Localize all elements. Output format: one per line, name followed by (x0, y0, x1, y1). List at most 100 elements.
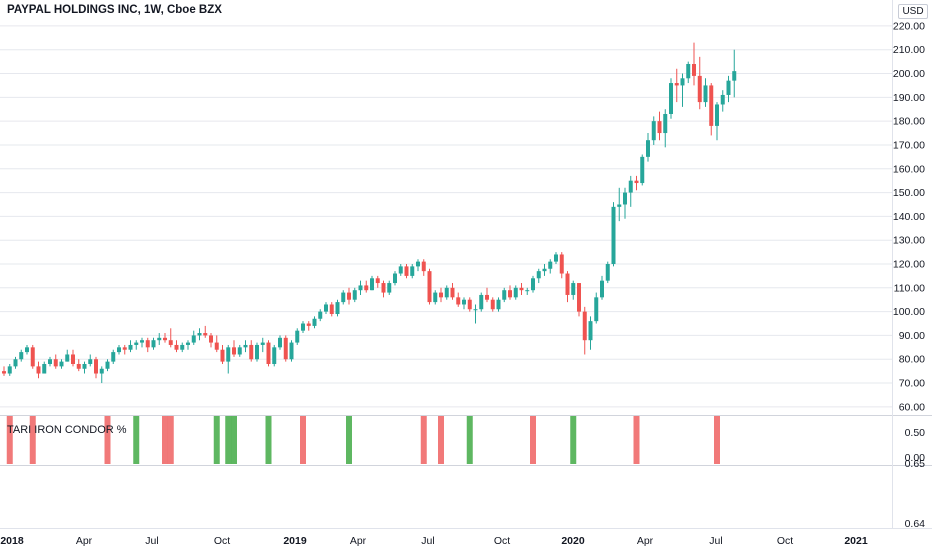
time-tick-label: Jul (421, 535, 434, 547)
candle-body (2, 371, 6, 374)
candle-body (88, 359, 93, 364)
candle-body (726, 80, 731, 95)
candle-body (191, 335, 196, 343)
candle-body (82, 364, 87, 369)
candle-body (697, 75, 702, 103)
candle-body (519, 287, 524, 291)
candle-body (358, 285, 363, 291)
candle-body (65, 354, 70, 362)
indicator-tick-label: 0.65 (905, 458, 926, 470)
candle-body (59, 361, 64, 367)
signal-bar-red (420, 416, 427, 464)
signal-bar-red (300, 416, 306, 464)
time-tick-label: 2020 (561, 535, 585, 547)
candle-body (30, 347, 35, 367)
chart-title: PAYPAL HOLDINGS INC, 1W, Cboe BZX (7, 4, 222, 16)
signal-bar-green (231, 416, 237, 464)
candle-body (243, 344, 248, 348)
candle-body (111, 352, 116, 362)
candle-body (462, 299, 466, 305)
candle-body (732, 71, 737, 81)
candle-body (375, 278, 380, 284)
signal-bar-red (6, 416, 13, 464)
indicator-label: TARI IRON CONDOR % (7, 424, 127, 436)
candle-body (692, 64, 696, 76)
candle-body (410, 266, 415, 276)
candle-body (617, 204, 622, 207)
candle-body (36, 366, 41, 374)
candle-body (416, 261, 420, 267)
candle-body (663, 114, 668, 134)
candle-body (7, 366, 12, 374)
candle-body (588, 321, 593, 341)
price-tick-label: 160.00 (893, 163, 925, 175)
time-tick-label: Jul (709, 535, 722, 547)
candle-body (76, 364, 81, 369)
price-tick-label: 60.00 (899, 401, 925, 413)
candle-body (122, 347, 127, 350)
candle-body (496, 299, 501, 310)
currency-badge[interactable]: USD (898, 4, 928, 19)
time-tick-label: Jul (145, 535, 158, 547)
candle-body (134, 342, 139, 345)
candle-body (571, 283, 576, 295)
candle-body (421, 261, 426, 272)
candle-body (174, 344, 179, 350)
candle-body (393, 273, 397, 284)
candle-body (42, 364, 47, 374)
time-tick-label: Oct (214, 535, 230, 547)
candle-body (335, 302, 340, 314)
price-tick-label: 130.00 (893, 235, 925, 247)
signal-bar-red (29, 416, 36, 464)
candle-body (324, 304, 328, 312)
signal-bar-red (104, 416, 111, 464)
candle-body (559, 254, 564, 274)
candle-body (117, 347, 121, 353)
price-tick-label: 200.00 (893, 68, 925, 80)
candle-body (387, 283, 392, 293)
candle-body (312, 318, 317, 326)
signal-bar-green (570, 416, 577, 464)
candle-body (686, 64, 691, 79)
signal-bar-red (438, 416, 444, 464)
candle-body (444, 287, 449, 298)
candle-body (600, 280, 604, 298)
candle-body (565, 273, 570, 295)
signal-bar-green (466, 416, 473, 464)
candle-body (508, 290, 512, 298)
candle-body (157, 337, 162, 341)
time-tick-label: 2021 (844, 535, 868, 547)
price-tick-label: 110.00 (894, 282, 925, 294)
candle-body (186, 342, 190, 345)
candle-body (19, 352, 24, 360)
candle-body (513, 287, 518, 298)
candle-body (283, 337, 288, 360)
candle-body (266, 342, 271, 364)
time-tick-label: 2018 (0, 535, 24, 547)
signal-bar-red (167, 416, 174, 464)
candle-body (48, 359, 52, 364)
candle-body (140, 340, 144, 343)
candle-body (640, 156, 645, 184)
candle-body (657, 121, 662, 134)
price-tick-label: 120.00 (893, 259, 925, 271)
candle-body (646, 140, 650, 157)
candle-body (536, 271, 541, 279)
candle-body (370, 278, 374, 291)
candle-body (151, 340, 156, 348)
candle-body (71, 354, 75, 364)
candle-body (341, 292, 346, 303)
price-tick-label: 220.00 (893, 20, 925, 32)
candle-body (439, 292, 443, 298)
signal-bar-green (213, 416, 220, 464)
indicator-tick-label: 0.50 (905, 427, 926, 439)
candle-body (674, 83, 679, 86)
candle-body (398, 266, 403, 274)
time-tick-label: Oct (777, 535, 793, 547)
price-tick-label: 70.00 (899, 378, 925, 390)
candle-body (554, 254, 558, 262)
candle-body (214, 342, 219, 350)
price-tick-label: 80.00 (899, 354, 925, 366)
candle-body (249, 344, 254, 360)
